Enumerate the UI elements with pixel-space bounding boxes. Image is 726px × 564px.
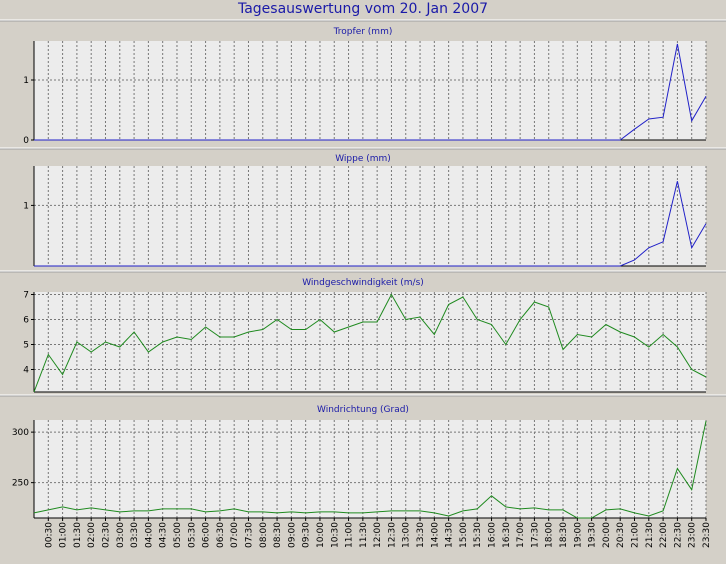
x-tick-label: 20:00 (602, 522, 612, 548)
x-tick-label: 12:30 (387, 522, 397, 548)
x-tick-label: 21:00 (631, 522, 641, 548)
plot-area (34, 41, 706, 140)
data-series-line (34, 181, 707, 267)
y-tick-label: 7 (23, 291, 29, 301)
chart-panel-2: Wippe (mm) 1 (0, 147, 726, 267)
x-tick-label: 01:00 (59, 522, 69, 548)
x-tick-label: 06:30 (216, 522, 226, 548)
data-series-line (34, 43, 707, 141)
x-tick-label: 05:00 (173, 522, 183, 548)
plot-area (34, 166, 706, 266)
chart-title: Tropfer (mm) (333, 27, 393, 37)
x-tick-label: 21:30 (645, 522, 655, 548)
x-tick-label: 10:00 (316, 522, 326, 548)
x-tick-label: 23:00 (688, 522, 698, 548)
x-tick-label: 15:00 (459, 522, 469, 548)
x-tick-label: 10:30 (330, 522, 340, 548)
x-tick-label: 15:30 (473, 522, 483, 548)
x-tick-label: 19:00 (573, 522, 583, 548)
chart-title: Wippe (mm) (335, 154, 391, 164)
x-tick-label: 14:30 (445, 522, 455, 548)
x-tick-label: 06:00 (202, 522, 212, 548)
x-tick-label: 08:30 (273, 522, 283, 548)
x-tick-label: 20:30 (616, 522, 626, 548)
x-tick-label: 13:00 (402, 522, 412, 548)
y-tick-label: 1 (23, 76, 29, 86)
y-tick-label: 1 (23, 201, 29, 211)
x-tick-label: 22:00 (659, 522, 669, 548)
x-tick-label: 17:00 (516, 522, 526, 548)
x-tick-label: 22:30 (673, 522, 683, 548)
y-tick-label: 6 (23, 316, 29, 326)
x-tick-label: 03:00 (116, 522, 126, 548)
x-tick-label: 05:30 (187, 522, 197, 548)
x-tick-label: 19:30 (588, 522, 598, 548)
data-series-line (33, 420, 707, 519)
y-tick-label: 300 (12, 428, 29, 438)
x-tick-label: 13:30 (416, 522, 426, 548)
x-tick-label: 08:00 (259, 522, 269, 548)
x-tick-label: 11:00 (345, 522, 355, 548)
y-tick-label: 4 (23, 366, 29, 376)
x-tick-label: 11:30 (359, 522, 369, 548)
y-tick-label: 250 (12, 479, 29, 489)
plot-area (34, 292, 706, 392)
x-tick-label: 04:30 (159, 522, 169, 548)
x-tick-label: 00:30 (44, 522, 54, 548)
page-title: Tagesauswertung vom 20. Jan 2007 (237, 1, 489, 17)
x-tick-label: 07:00 (230, 522, 240, 548)
data-series-line (33, 293, 707, 393)
x-tick-label: 14:00 (430, 522, 440, 548)
y-tick-label: 5 (23, 341, 29, 351)
plot-area (34, 420, 706, 518)
x-tick-label: 16:30 (502, 522, 512, 548)
x-tick-label: 04:00 (144, 522, 154, 548)
x-tick-label: 02:30 (101, 522, 111, 548)
x-tick-label: 12:00 (373, 522, 383, 548)
x-tick-label: 18:00 (545, 522, 555, 548)
x-tick-label: 03:30 (130, 522, 140, 548)
x-tick-label: 09:00 (287, 522, 297, 548)
x-tick-label: 23:30 (702, 522, 712, 548)
x-tick-label: 18:30 (559, 522, 569, 548)
x-tick-label: 09:30 (302, 522, 312, 548)
x-tick-label: 07:30 (244, 522, 254, 548)
x-tick-label: 01:30 (73, 522, 83, 548)
x-axis-labels: 00:30 01:00 01:30 02:00 02:30 03:00 03:30 04:00… (44, 518, 712, 548)
chart-panel-1: Tropfer (mm) 0 1 (0, 19, 726, 146)
chart-panel-3: Windgeschwindigkeit (m/s) 4 5 6 7 (0, 270, 726, 393)
chart-title: Windrichtung (Grad) (317, 405, 409, 415)
x-tick-label: 02:00 (87, 522, 97, 548)
chart-title: Windgeschwindigkeit (m/s) (302, 278, 424, 288)
x-tick-label: 17:30 (530, 522, 540, 548)
chart-panel-4: Windrichtung (Grad) 250 300 (0, 394, 726, 519)
x-tick-label: 16:00 (488, 522, 498, 548)
y-tick-label: 0 (23, 136, 29, 146)
